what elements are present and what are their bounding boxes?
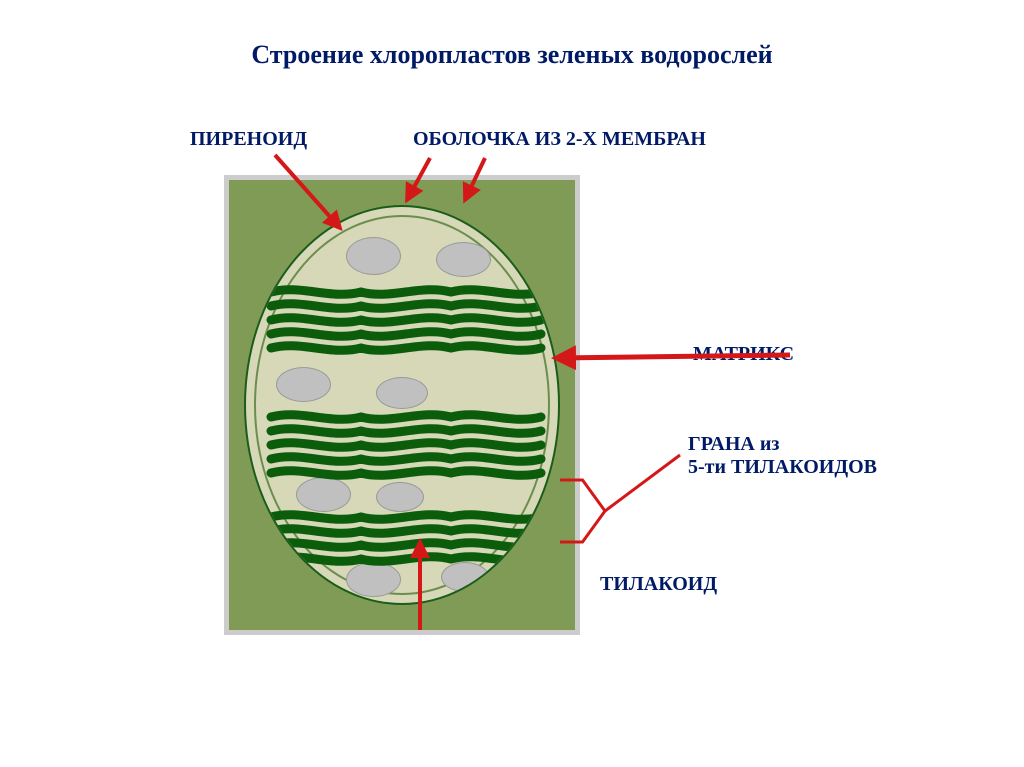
membrane-arrow-2: [465, 158, 485, 200]
arrows-svg: [0, 0, 1024, 767]
grana-bracket-line: [605, 455, 680, 511]
pyrenoid-arrow: [275, 155, 340, 228]
membrane-arrow-1: [407, 158, 430, 200]
matrix-arrow: [556, 355, 790, 358]
grana-bracket: [560, 480, 605, 542]
